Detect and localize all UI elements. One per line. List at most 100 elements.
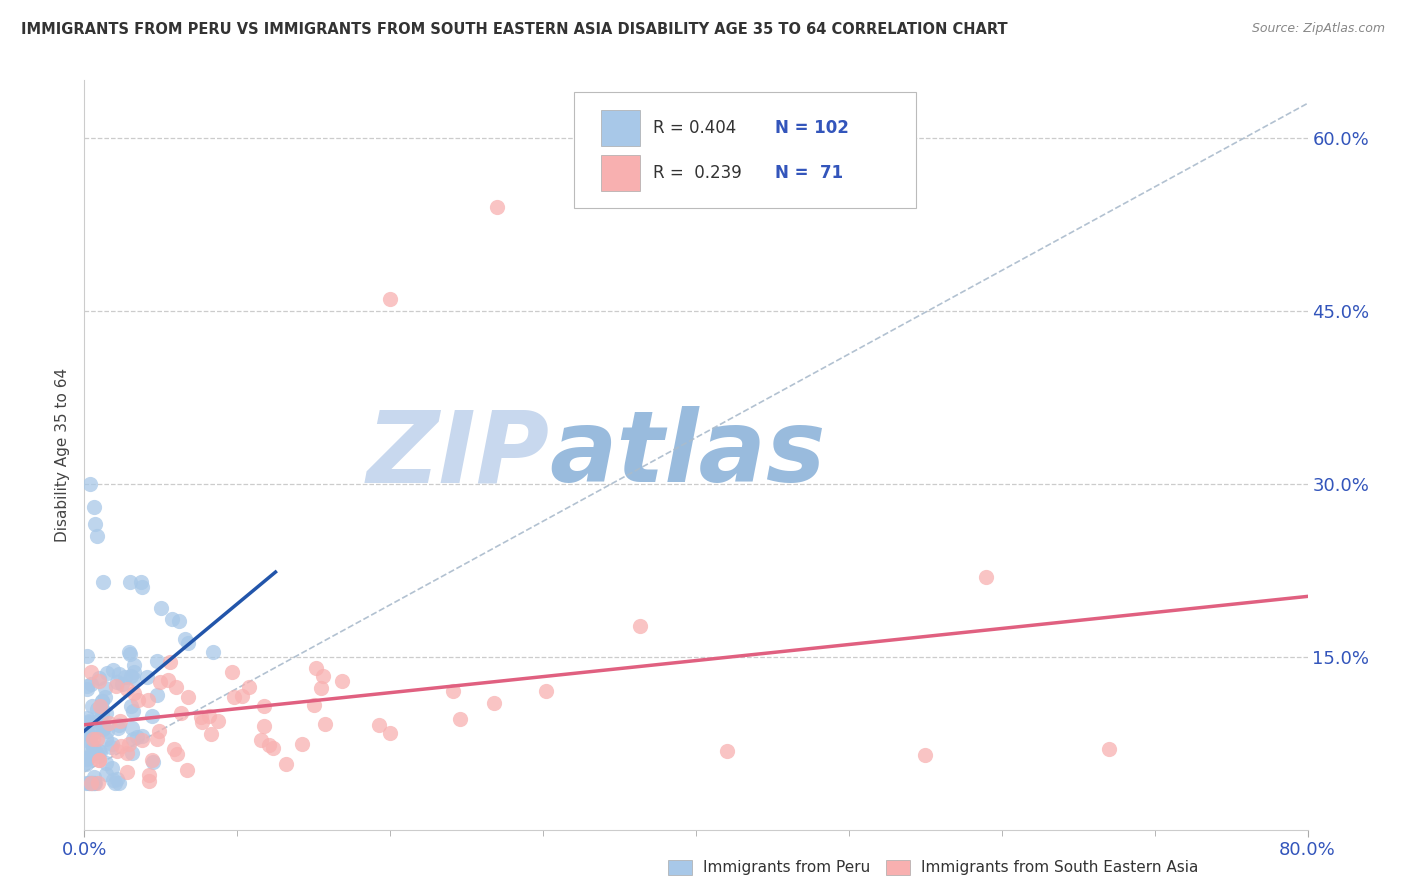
Point	[84, 517, 107, 532]
Point	[121, 721, 143, 735]
Point	[914, 747, 936, 762]
Point	[82, 739, 104, 754]
Point	[190, 710, 212, 724]
Point	[77, 714, 100, 729]
Point	[90, 694, 112, 708]
Point	[221, 665, 243, 679]
Point	[115, 681, 138, 696]
Point	[252, 698, 274, 713]
Point	[80, 776, 103, 790]
Point	[138, 767, 160, 781]
Point	[96, 767, 118, 781]
Point	[231, 689, 253, 703]
Point	[449, 712, 471, 726]
Point	[76, 725, 98, 739]
Point	[125, 730, 148, 744]
Point	[87, 673, 110, 688]
Point	[120, 669, 142, 683]
Point	[121, 704, 143, 718]
Point	[201, 644, 224, 658]
Point	[148, 723, 170, 738]
Point	[160, 612, 183, 626]
Point	[115, 765, 138, 780]
Point	[173, 632, 195, 646]
Point	[76, 679, 98, 693]
Point	[136, 670, 159, 684]
Point	[91, 720, 114, 734]
Point	[91, 574, 114, 589]
Point	[101, 761, 124, 775]
Point	[96, 756, 118, 770]
Point	[176, 690, 198, 704]
Point	[380, 293, 402, 307]
Point	[118, 645, 141, 659]
Point	[146, 688, 169, 702]
Point	[378, 725, 401, 739]
Point	[80, 776, 103, 790]
Point	[108, 714, 131, 729]
Point	[82, 731, 104, 746]
Point	[150, 601, 173, 615]
Point	[87, 748, 110, 763]
Point	[146, 654, 169, 668]
Point	[90, 702, 112, 716]
Point	[257, 738, 280, 752]
Point	[108, 718, 131, 732]
Point	[83, 747, 105, 761]
Point	[120, 698, 142, 713]
Point	[118, 647, 141, 661]
Point	[716, 744, 738, 758]
Point	[105, 744, 128, 758]
Point	[105, 674, 128, 689]
Point	[105, 679, 128, 693]
Point	[87, 776, 110, 790]
Point	[368, 717, 391, 731]
Point	[441, 683, 464, 698]
Point	[131, 729, 153, 743]
Point	[250, 733, 273, 747]
Point	[142, 755, 165, 769]
Point	[87, 744, 110, 758]
FancyBboxPatch shape	[574, 92, 917, 208]
Text: ZIP: ZIP	[366, 407, 550, 503]
Point	[75, 739, 97, 754]
Point	[131, 581, 153, 595]
Point	[82, 699, 104, 714]
Y-axis label: Disability Age 35 to 64: Disability Age 35 to 64	[55, 368, 70, 542]
Point	[75, 715, 97, 730]
Point	[163, 741, 186, 756]
Point	[89, 753, 111, 767]
Point	[129, 574, 152, 589]
Point	[124, 665, 146, 679]
Point	[86, 732, 108, 747]
Point	[75, 757, 97, 772]
Point	[312, 668, 335, 682]
Point	[75, 719, 97, 733]
Point	[276, 757, 298, 772]
Point	[131, 733, 153, 747]
Point	[96, 665, 118, 680]
Point	[83, 776, 105, 790]
Point	[141, 709, 163, 723]
Point	[302, 698, 325, 712]
Point	[75, 776, 97, 790]
Point	[159, 655, 181, 669]
Point	[121, 746, 143, 760]
Point	[89, 745, 111, 759]
Point	[76, 711, 98, 725]
Point	[628, 619, 651, 633]
Point	[80, 665, 103, 679]
Point	[77, 776, 100, 790]
Point	[91, 694, 114, 708]
Point	[80, 745, 103, 759]
Point	[75, 756, 97, 770]
Point	[94, 731, 117, 746]
Point	[105, 772, 128, 786]
Point	[115, 747, 138, 761]
Text: IMMIGRANTS FROM PERU VS IMMIGRANTS FROM SOUTH EASTERN ASIA DISABILITY AGE 35 TO : IMMIGRANTS FROM PERU VS IMMIGRANTS FROM …	[21, 22, 1008, 37]
Point	[76, 752, 98, 766]
Text: atlas: atlas	[550, 407, 825, 503]
Point	[108, 666, 131, 681]
Point	[107, 721, 129, 735]
Point	[191, 714, 214, 729]
